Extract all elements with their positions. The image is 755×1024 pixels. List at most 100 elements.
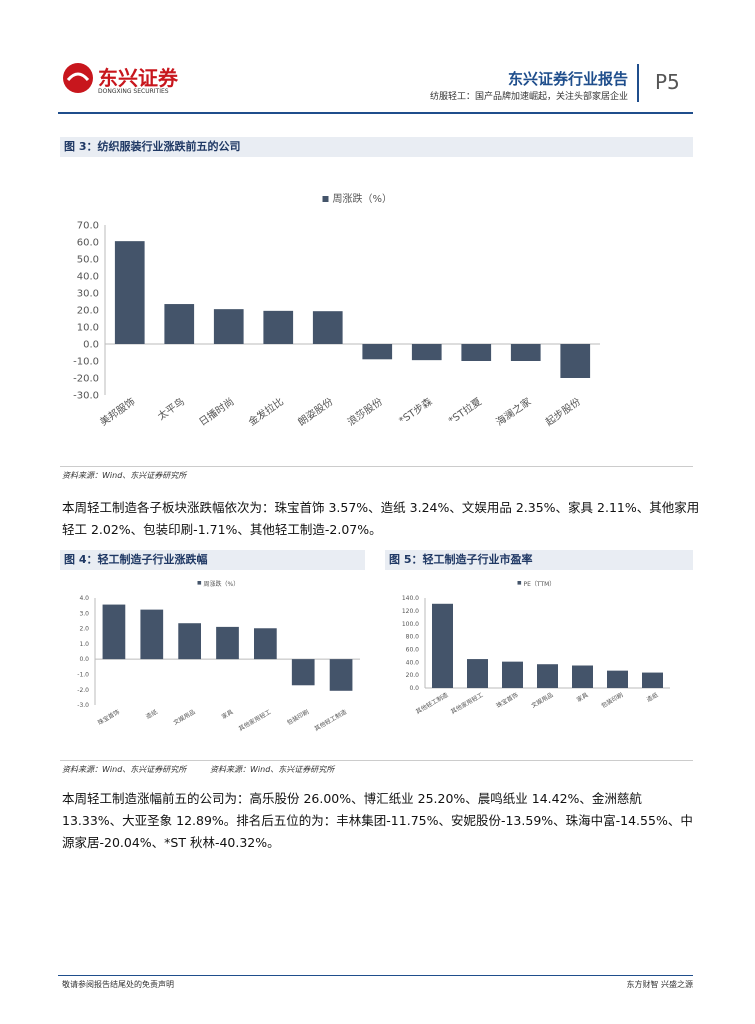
y-tick-label: 3.0 — [79, 610, 89, 617]
y-tick-label: 30.0 — [77, 289, 99, 300]
x-tick-label: 其他家用轻工 — [449, 691, 484, 716]
y-tick-label: -10.0 — [73, 357, 99, 368]
rule — [60, 466, 693, 467]
y-tick-label: 40.0 — [406, 659, 420, 666]
y-tick-label: 60.0 — [77, 238, 99, 249]
rule — [60, 760, 693, 761]
bar — [312, 311, 343, 344]
y-tick-label: 80.0 — [406, 634, 420, 641]
bar — [263, 310, 294, 344]
footer-rule — [58, 975, 693, 976]
bar — [461, 344, 492, 361]
figure-title: 图 4：轻工制造子行业涨跌幅 — [60, 550, 365, 570]
bar — [329, 659, 353, 691]
x-tick-label: 包装印刷 — [600, 691, 625, 710]
bar — [572, 665, 593, 688]
bar — [102, 604, 126, 660]
legend-swatch — [322, 196, 329, 202]
legend-label: PE（TTM） — [524, 581, 556, 588]
source: 资料来源：Wind、东兴证券研究所 — [62, 471, 187, 480]
x-tick-label: 珠宝首饰 — [495, 691, 520, 710]
bar — [140, 609, 164, 660]
bar — [114, 241, 145, 344]
y-tick-label: 70.0 — [77, 221, 99, 232]
y-tick-label: 20.0 — [406, 672, 420, 679]
x-tick-label: 造纸 — [144, 708, 158, 721]
chart: 70.0 60.0 50.0 40.0 30.0 20.0 10.0 0.0 -10.0 -20.… — [73, 192, 600, 429]
y-tick-label: 0.0 — [83, 340, 99, 351]
bar — [178, 623, 201, 660]
x-tick-label: 起步股份 — [543, 396, 583, 429]
x-tick-label: 其他轻工制造 — [414, 691, 449, 716]
x-tick-label: 太平鸟 — [155, 395, 187, 423]
figure-title: 图 3：纺织服装行业涨跌前五的公司 — [60, 137, 693, 157]
y-tick-label: 100.0 — [402, 621, 419, 628]
x-tick-label: 美邦服饰 — [97, 395, 137, 429]
y-tick-label: 40.0 — [77, 272, 99, 283]
footer-left: 敬请参阅报告结尾处的免责声明 — [62, 980, 174, 989]
x-tick-label: 朗姿股份 — [295, 395, 335, 429]
bar — [432, 603, 453, 688]
y-tick-label: -30.0 — [73, 391, 99, 402]
x-tick-label: *ST步森 — [396, 395, 434, 427]
legend-swatch — [197, 581, 202, 585]
report-subtitle: 纺服轻工：国产品牌加速崛起，关注头部家居企业 — [429, 92, 628, 102]
x-tick-label: 海澜之家 — [493, 395, 533, 429]
y-tick-label: 60.0 — [406, 647, 420, 654]
figure-title: 图 5：轻工制造子行业市盈率 — [385, 550, 693, 570]
y-tick-label: -3.0 — [77, 702, 89, 709]
y-tick-label: 20.0 — [77, 306, 99, 317]
bar — [560, 344, 591, 378]
report-title: 东兴证券行业报告 — [507, 70, 628, 88]
x-tick-label: 金发拉比 — [246, 395, 286, 429]
chart: 4.0 3.0 2.0 1.0 0.0 -1.0 -2.0 -3.0 周涨跌（%） 珠宝首饰 造纸 文… — [77, 580, 360, 733]
x-tick-label: 其他家用轻工 — [237, 708, 272, 733]
bar — [502, 661, 523, 688]
bar — [362, 344, 393, 360]
x-tick-label: 其他轻工制造 — [313, 708, 348, 733]
bar — [537, 664, 558, 688]
x-tick-label: 日播时尚 — [196, 395, 236, 429]
y-tick-label: -1.0 — [77, 672, 89, 679]
x-tick-label: 文娱用品 — [530, 691, 555, 710]
bar — [411, 344, 442, 361]
divider — [637, 64, 639, 102]
source: 资料来源：Wind、东兴证券研究所 — [62, 765, 187, 774]
x-tick-label: *ST拉夏 — [446, 395, 484, 427]
header-rule — [58, 112, 693, 114]
y-tick-label: 4.0 — [79, 595, 89, 602]
bar — [216, 626, 239, 660]
y-tick-label: 1.0 — [79, 641, 89, 648]
bar — [291, 659, 315, 686]
x-tick-label: 文娱用品 — [172, 708, 197, 727]
page-number: P5 — [655, 70, 680, 94]
y-tick-label: -2.0 — [77, 687, 89, 694]
source: 资料来源：Wind、东兴证券研究所 — [210, 765, 335, 774]
x-tick-label: 珠宝首饰 — [96, 708, 121, 727]
chart: 140.0 120.0 100.0 80.0 60.0 40.0 20.0 0.0 PE（TTM… — [402, 581, 670, 716]
bar — [213, 309, 244, 344]
y-tick-label: 120.0 — [402, 608, 419, 615]
y-tick-label: 0.0 — [409, 685, 419, 692]
legend-swatch — [517, 581, 522, 585]
x-tick-label: 家具 — [220, 708, 234, 721]
bar — [642, 672, 663, 688]
x-tick-label: 家具 — [575, 691, 589, 704]
y-tick-label: 140.0 — [402, 595, 419, 602]
y-tick-label: 2.0 — [79, 626, 89, 633]
y-tick-label: -20.0 — [73, 374, 99, 385]
paragraph: 本周轻工制造各子板块涨跌幅依次为：珠宝首饰 3.57%、造纸 3.24%、文娱用… — [62, 500, 700, 537]
bar — [164, 304, 195, 344]
bar — [467, 659, 488, 688]
y-tick-label: 0.0 — [79, 656, 89, 663]
bar — [510, 344, 541, 361]
legend-label: 周涨跌（%） — [333, 192, 393, 205]
logo-text: 东兴证券 — [98, 66, 178, 90]
paragraph: 本周轻工制造涨幅前五的公司为：高乐股份 26.00%、博汇纸业 25.20%、晨… — [62, 791, 693, 850]
y-tick-label: 50.0 — [77, 255, 99, 266]
x-tick-label: 浪莎股份 — [345, 395, 385, 429]
bar — [254, 628, 277, 660]
bar — [607, 670, 628, 688]
x-tick-label: 包装印刷 — [285, 708, 310, 727]
